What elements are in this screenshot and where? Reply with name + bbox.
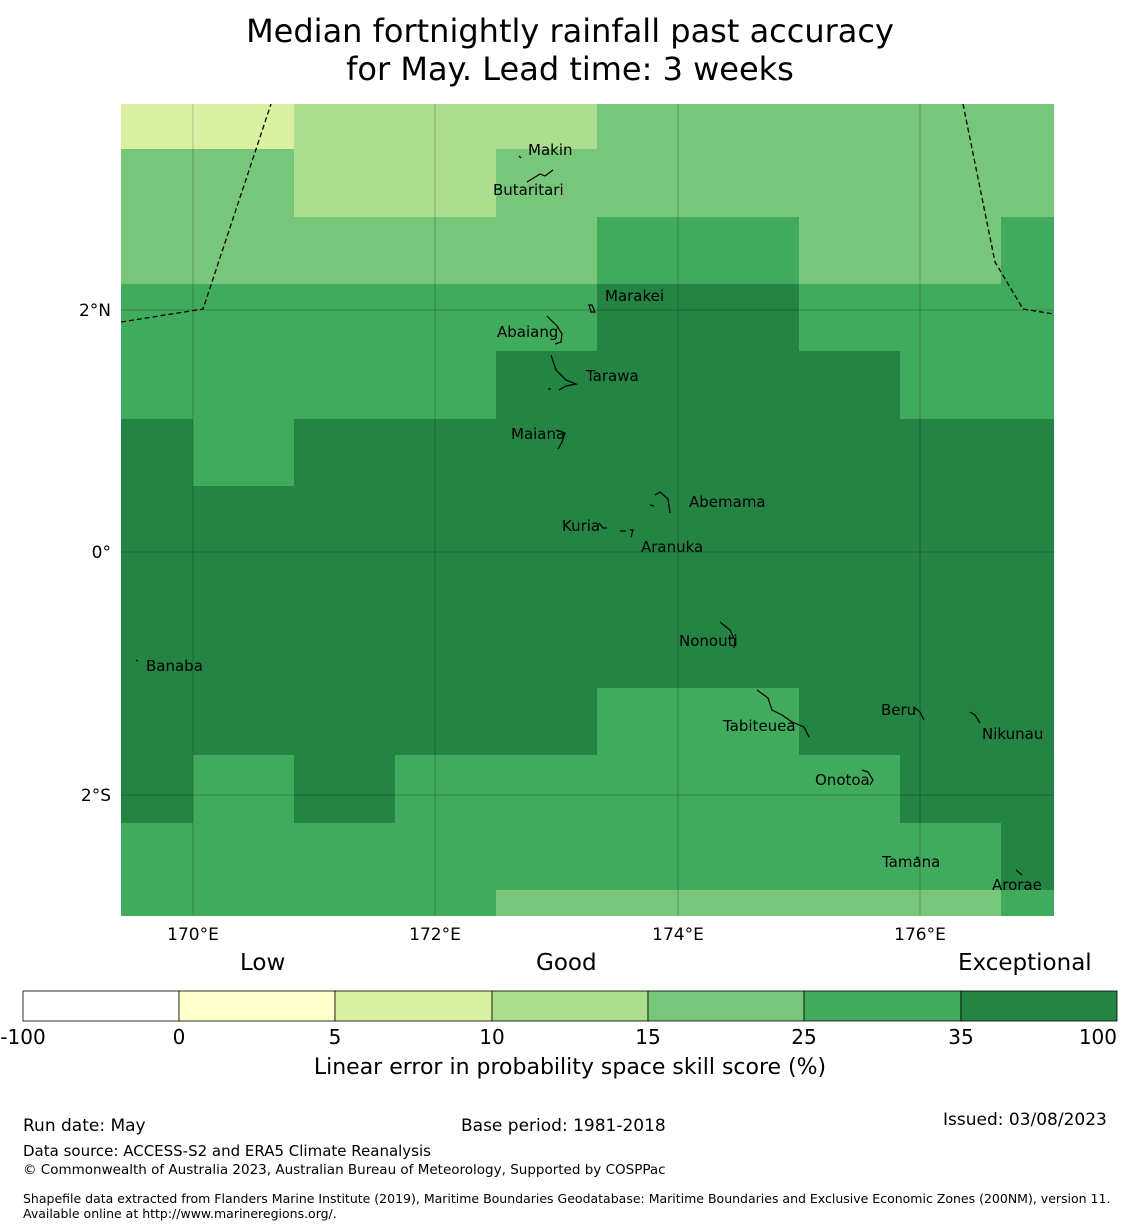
island-tarawa-outline bbox=[550, 354, 579, 391]
x-tick-170e: 170°E bbox=[167, 925, 219, 945]
island-onotoa-outline bbox=[861, 769, 874, 786]
island-abemama-outline bbox=[654, 491, 671, 514]
island-abemama-islet bbox=[649, 504, 655, 507]
colorbar-swatch-0 bbox=[22, 990, 180, 1022]
colorbar-swatch-1 bbox=[178, 990, 336, 1022]
run-date: Run date: May bbox=[23, 1116, 146, 1136]
colorbar-swatch-4 bbox=[647, 990, 805, 1022]
island-label-abemama: Abemama bbox=[689, 493, 766, 511]
island-maiana-outline bbox=[555, 429, 566, 450]
category-exceptional: Exceptional bbox=[958, 950, 1092, 976]
cbar-tick-1: 0 bbox=[173, 1025, 186, 1049]
x-tick-176e: 176°E bbox=[894, 925, 946, 945]
island-label-nonouti: Nonouti bbox=[679, 632, 738, 650]
island-tamana-outline bbox=[915, 856, 920, 859]
y-tick-2s: 2°S bbox=[81, 786, 111, 806]
base-period: Base period: 1981-2018 bbox=[461, 1116, 666, 1136]
island-label-tarawa: Tarawa bbox=[585, 367, 639, 385]
axis-tick-labels: 170°E 172°E 174°E 176°E 2°N 0° 2°S bbox=[79, 301, 946, 945]
island-tabiteuea-outline bbox=[756, 689, 810, 738]
island-makin-outline bbox=[518, 155, 522, 159]
category-good: Good bbox=[536, 950, 597, 976]
y-tick-0: 0° bbox=[92, 543, 111, 563]
y-tick-2n: 2°N bbox=[79, 301, 111, 321]
island-label-makin: Makin bbox=[528, 141, 573, 159]
chart-title-line2: for May. Lead time: 3 weeks bbox=[346, 50, 794, 88]
island-nonouti-outline bbox=[719, 621, 736, 649]
category-low: Low bbox=[240, 950, 286, 976]
data-source: Data source: ACCESS-S2 and ERA5 Climate … bbox=[23, 1142, 431, 1160]
island-marakei-outline bbox=[588, 304, 596, 313]
eez-boundary bbox=[120, 103, 1055, 323]
chart-title-line1: Median fortnightly rainfall past accurac… bbox=[246, 12, 894, 50]
island-aranuka-outline bbox=[620, 529, 634, 538]
island-label-marakei: Marakei bbox=[605, 287, 664, 305]
map-gridlines bbox=[121, 104, 1054, 916]
island-label-beru: Beru bbox=[881, 701, 916, 719]
x-tick-174e: 174°E bbox=[652, 925, 704, 945]
island-label-butaritari: Butaritari bbox=[493, 181, 564, 199]
shapefile-credit: Shapefile data extracted from Flanders M… bbox=[23, 1191, 1111, 1221]
colorbar-swatch-2 bbox=[334, 990, 493, 1022]
island-label-tamana: Tamana bbox=[881, 853, 940, 871]
island-kuria-outline bbox=[598, 522, 607, 529]
colorbar-label: Linear error in probability space skill … bbox=[313, 1055, 827, 1080]
island-nikunau-outline bbox=[969, 711, 981, 724]
skill-grid-cells bbox=[121, 104, 1054, 916]
island-label-tabiteuea: Tabiteuea bbox=[722, 717, 796, 735]
island-arorae-outline bbox=[1015, 869, 1023, 876]
island-labels: Makin Butaritari Marakei Abaiang Tarawa … bbox=[146, 141, 1043, 894]
copyright: © Commonwealth of Australia 2023, Austra… bbox=[23, 1162, 666, 1178]
colorbar-ticks: -100 0 5 10 25 35 100 bbox=[0, 1025, 1117, 1049]
island-beru-outline bbox=[914, 707, 925, 721]
cbar-tick-4: 25 bbox=[791, 1025, 816, 1049]
issued-date: Issued: 03/08/2023 bbox=[943, 1110, 1107, 1130]
cbar-tick-0: -100 bbox=[0, 1025, 45, 1049]
cbar-tick-5: 35 bbox=[948, 1025, 973, 1049]
island-label-nikunau: Nikunau bbox=[982, 725, 1043, 743]
island-butaritari-outline bbox=[526, 169, 554, 183]
cbar-tick-3: 10 bbox=[479, 1025, 504, 1049]
island-outlines bbox=[135, 155, 1023, 876]
island-label-onotoa: Onotoa bbox=[815, 771, 870, 789]
island-label-kuria: Kuria bbox=[562, 517, 600, 535]
island-abaiang-outline bbox=[546, 315, 563, 345]
colorbar-swatch-3 bbox=[491, 990, 649, 1022]
x-tick-172e: 172°E bbox=[409, 925, 461, 945]
island-label-arorae: Arorae bbox=[992, 876, 1042, 894]
cbar-tick-2: 5 bbox=[329, 1025, 342, 1049]
island-label-maiana: Maiana bbox=[511, 425, 565, 443]
colorbar-swatch-6 bbox=[960, 990, 1118, 1022]
colorbar bbox=[22, 990, 1118, 1022]
island-banaba-outline bbox=[135, 659, 139, 662]
island-label-abaiang: Abaiang bbox=[497, 323, 558, 341]
cbar-tick-15: 15 bbox=[635, 1025, 660, 1049]
colorbar-swatch-5 bbox=[803, 990, 962, 1022]
island-label-aranuka: Aranuka bbox=[641, 538, 703, 556]
cbar-tick-6: 100 bbox=[1079, 1025, 1117, 1049]
island-label-banaba: Banaba bbox=[146, 657, 203, 675]
